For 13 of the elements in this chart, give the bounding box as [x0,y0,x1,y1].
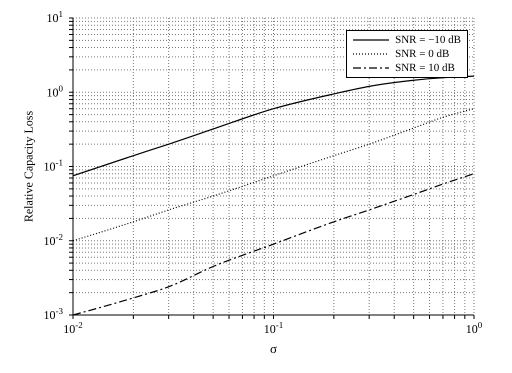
legend-label: SNR = 0 dB [395,47,450,61]
x-tick-label: 10$^{0}$ [466,320,483,336]
legend-label: SNR = 10 dB [395,61,455,75]
y-tick-label: 10$^{1}$ [46,9,63,25]
y-tick-label: 10$^{-2}$ [44,232,63,248]
x-axis-title: σ [270,341,278,356]
y-tick-label: 10$^{-1}$ [44,158,63,174]
y-tick-label: 10$^{-3}$ [44,306,64,322]
x-tick-label: 10$^{-2}$ [63,320,83,336]
y-tick-label: 10$^{0}$ [46,83,64,100]
y-axis-title: Relative Capacity Loss [21,110,36,222]
x-tick-label: 10$^{-1}$ [264,320,284,336]
legend-label: SNR = −10 dB [395,33,461,47]
